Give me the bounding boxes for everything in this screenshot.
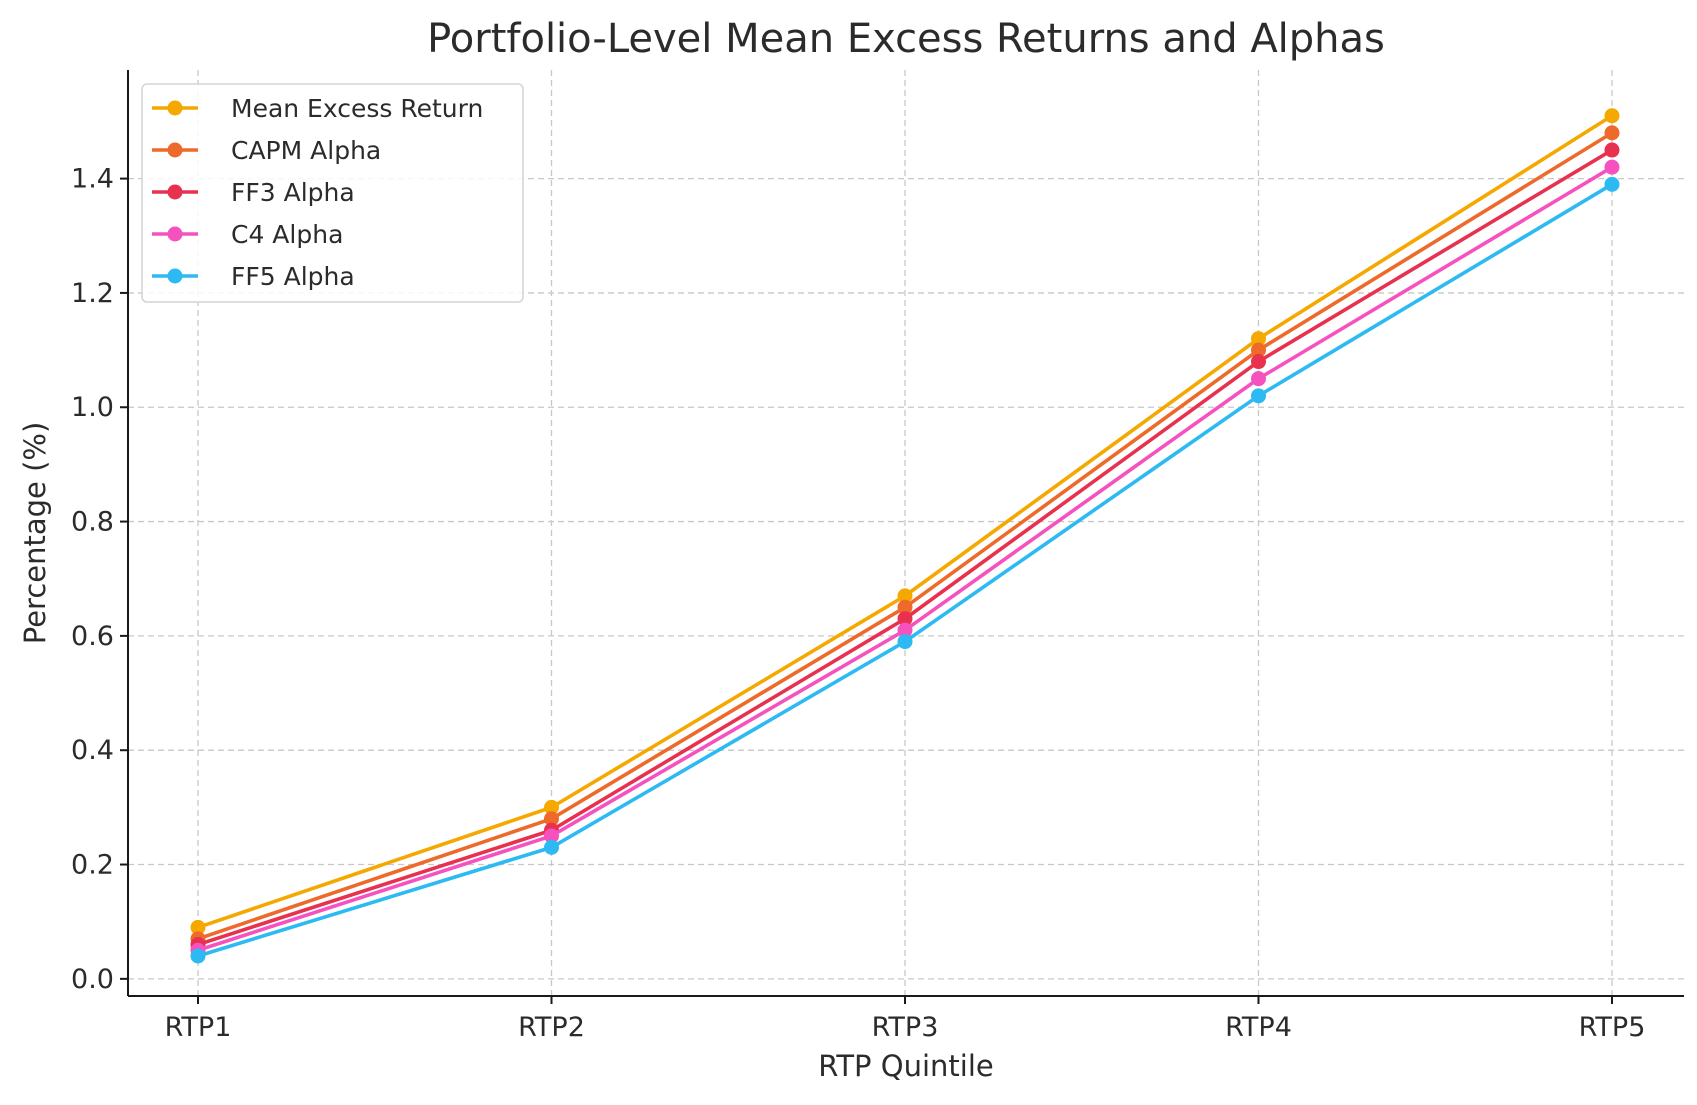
legend-label: FF5 Alpha: [231, 262, 355, 291]
data-point: [897, 622, 913, 638]
legend-entry: FF3 Alpha: [152, 178, 355, 207]
data-point: [897, 611, 913, 627]
data-point: [1604, 142, 1620, 158]
legend-swatch-marker: [167, 268, 183, 284]
x-tick-label: RTP2: [518, 1012, 585, 1043]
data-point: [544, 839, 559, 855]
y-tick-label: 1.0: [71, 392, 114, 423]
legend-swatch-marker: [167, 184, 183, 200]
data-point: [1251, 388, 1266, 404]
legend-label: Mean Excess Return: [231, 94, 483, 123]
series-ff5-alpha: [190, 176, 1620, 964]
legend-swatch-marker: [167, 226, 183, 242]
x-tick-label: RTP4: [1225, 1012, 1292, 1043]
data-point: [544, 811, 559, 827]
x-tick-label: RTP1: [165, 1012, 232, 1043]
y-tick-label: 0.0: [71, 964, 114, 995]
legend-swatch-marker: [167, 142, 183, 158]
data-point: [1604, 125, 1620, 141]
y-tick-label: 0.8: [71, 507, 114, 538]
legend-label: C4 Alpha: [231, 220, 343, 249]
legend-box: [141, 83, 524, 303]
data-point: [190, 948, 206, 964]
legend-entry: C4 Alpha: [152, 220, 343, 249]
legend-label: FF3 Alpha: [231, 178, 355, 207]
data-point: [1251, 371, 1266, 387]
legend-label: CAPM Alpha: [231, 136, 381, 165]
data-point: [897, 599, 913, 615]
data-point: [897, 588, 913, 604]
x-tick-label: RTP5: [1579, 1012, 1646, 1043]
series-group: [190, 108, 1620, 964]
data-point: [1251, 342, 1266, 358]
legend-entries: Mean Excess Return CAPM Alpha FF3 Alpha C4 …: [152, 94, 483, 291]
y-tick-label: 1.2: [71, 278, 114, 309]
series-c4-alpha: [190, 159, 1620, 958]
data-point: [1604, 108, 1620, 124]
y-axis-label: Percentage (%): [18, 422, 52, 645]
data-point: [190, 919, 206, 935]
data-point: [1604, 176, 1620, 192]
series-capm-alpha: [190, 125, 1620, 947]
data-point: [1604, 159, 1620, 175]
data-point: [544, 799, 559, 815]
data-point: [897, 634, 913, 650]
x-tick-label: RTP3: [872, 1012, 939, 1043]
chart-title: Portfolio-Level Mean Excess Returns and …: [427, 16, 1385, 62]
tick-labels: RTP1 RTP2 RTP3 RTP4 RTP5 0.0 0.2 0.4 0.6 0.8 1.0 1.…: [71, 164, 1645, 1043]
legend-swatch-marker: [167, 100, 183, 116]
legend-entry: Mean Excess Return: [152, 94, 483, 123]
legend: Mean Excess Return CAPM Alpha FF3 Alpha C4 …: [141, 83, 524, 303]
data-point: [544, 828, 559, 844]
series-mean-excess-return: [190, 108, 1620, 935]
y-tick-label: 1.4: [71, 164, 114, 195]
y-tick-label: 0.4: [71, 735, 114, 766]
legend-entry: FF5 Alpha: [152, 262, 355, 291]
legend-entry: CAPM Alpha: [152, 136, 381, 165]
x-axis-label: RTP Quintile: [818, 1049, 993, 1083]
y-tick-label: 0.2: [71, 850, 114, 881]
data-point: [1251, 331, 1266, 347]
data-point: [1251, 354, 1266, 370]
y-tick-label: 0.6: [71, 621, 114, 652]
